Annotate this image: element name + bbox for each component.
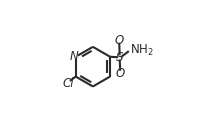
Text: O: O (115, 34, 124, 47)
Text: O: O (116, 67, 125, 80)
Text: Cl: Cl (62, 77, 74, 90)
Text: NH$_2$: NH$_2$ (130, 43, 154, 58)
Text: N: N (70, 50, 78, 63)
Text: S: S (116, 51, 123, 64)
